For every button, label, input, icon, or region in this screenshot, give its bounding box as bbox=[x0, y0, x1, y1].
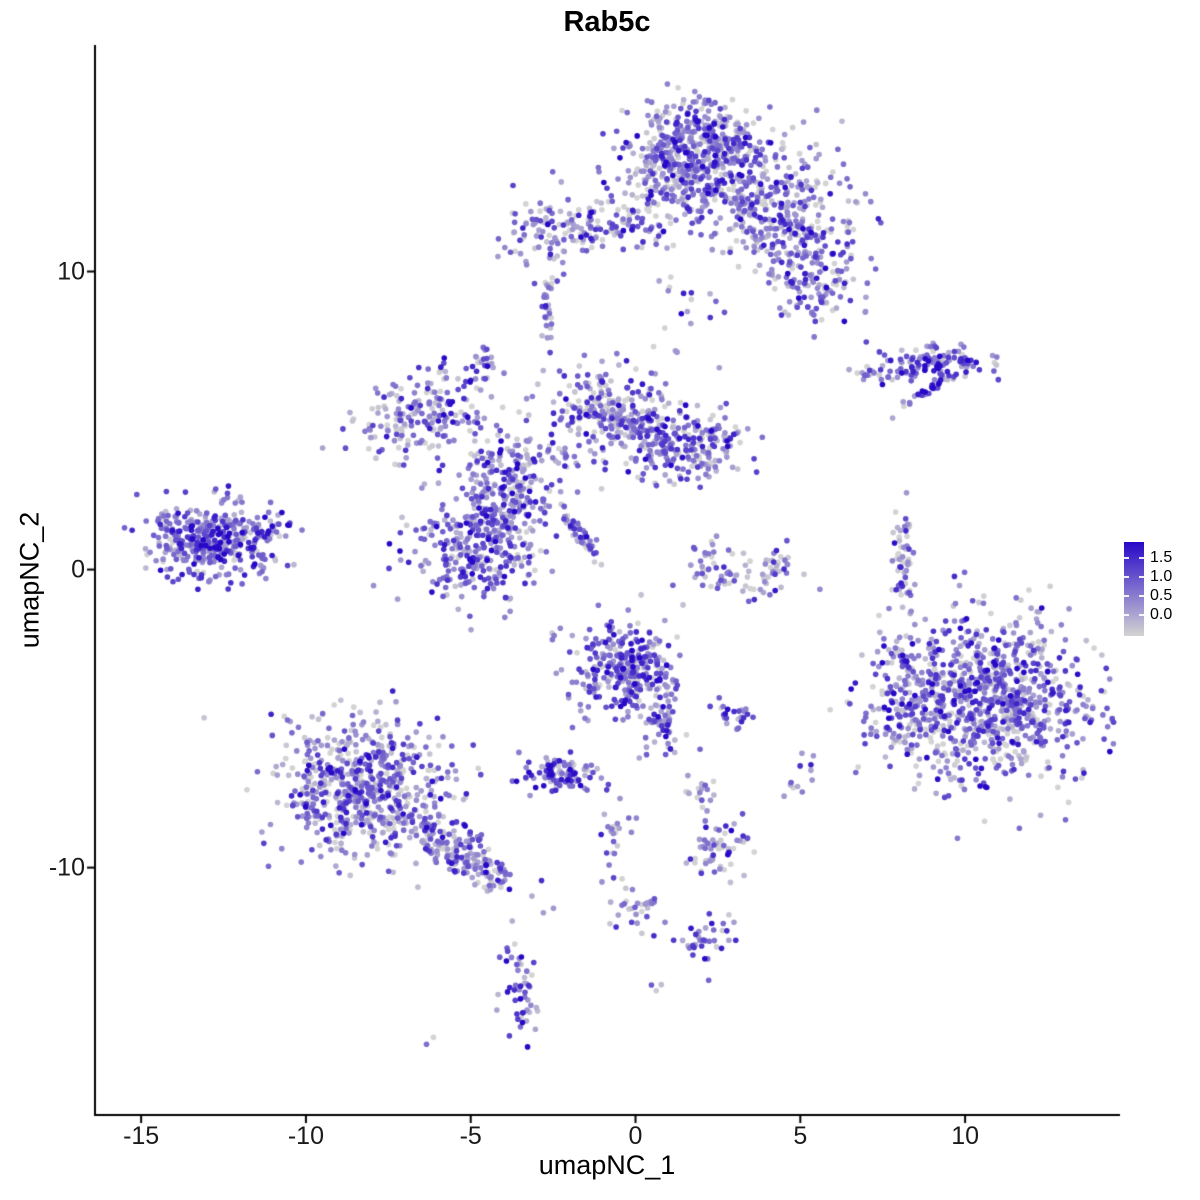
legend-tick-mark bbox=[1139, 557, 1144, 559]
legend-tick-mark bbox=[1124, 614, 1129, 616]
legend-tick-label: 1.5 bbox=[1150, 549, 1173, 566]
y-tick-label: 0 bbox=[71, 555, 85, 584]
x-tick-label: 5 bbox=[793, 1122, 808, 1150]
legend-colorbar bbox=[1124, 542, 1144, 636]
x-tick-label: -5 bbox=[459, 1122, 482, 1150]
legend-tick-mark bbox=[1124, 557, 1129, 559]
y-axis-title: umapNC_2 bbox=[14, 511, 45, 649]
legend-tick-mark bbox=[1139, 595, 1144, 597]
legend-tick-label: 1.0 bbox=[1150, 568, 1173, 585]
legend-tick-label: 0.0 bbox=[1150, 606, 1173, 623]
y-tick-label: -10 bbox=[48, 853, 85, 882]
x-tick-label: -15 bbox=[123, 1122, 160, 1150]
x-tick-label: 0 bbox=[628, 1122, 643, 1150]
x-axis-title: umapNC_1 bbox=[538, 1150, 676, 1180]
y-tick-label: 10 bbox=[57, 257, 85, 286]
legend-tick-label: 0.5 bbox=[1150, 587, 1173, 604]
expression-legend: 1.5 1.0 0.5 0.0 bbox=[1124, 542, 1200, 642]
legend-tick-mark bbox=[1139, 576, 1144, 578]
plot-title: Rab5c bbox=[563, 6, 651, 38]
x-tick-label: 10 bbox=[951, 1122, 979, 1150]
x-tick-label: -10 bbox=[287, 1122, 324, 1150]
legend-tick-mark bbox=[1124, 595, 1129, 597]
legend-tick-mark bbox=[1124, 576, 1129, 578]
legend-tick-mark bbox=[1139, 614, 1144, 616]
